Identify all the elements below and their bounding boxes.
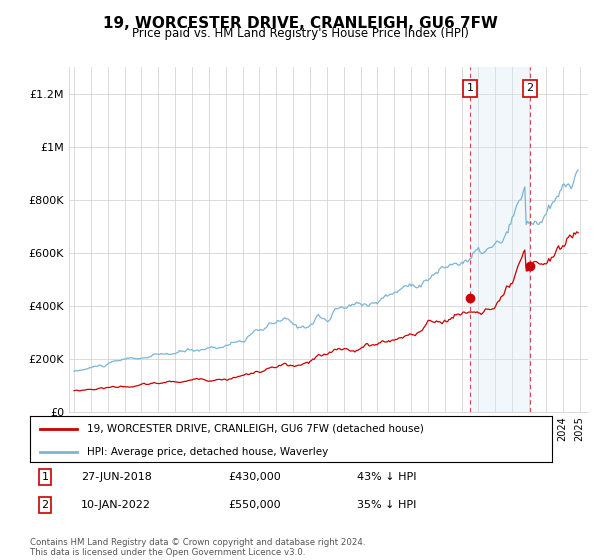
Bar bbox=[530, 67, 588, 412]
Text: 19, WORCESTER DRIVE, CRANLEIGH, GU6 7FW (detached house): 19, WORCESTER DRIVE, CRANLEIGH, GU6 7FW … bbox=[88, 423, 424, 433]
Text: 10-JAN-2022: 10-JAN-2022 bbox=[81, 500, 151, 510]
Text: 2: 2 bbox=[41, 500, 49, 510]
Text: HPI: Average price, detached house, Waverley: HPI: Average price, detached house, Wave… bbox=[88, 447, 329, 457]
Text: £550,000: £550,000 bbox=[228, 500, 281, 510]
Text: 1: 1 bbox=[467, 83, 473, 94]
Text: 27-JUN-2018: 27-JUN-2018 bbox=[81, 472, 152, 482]
Text: Price paid vs. HM Land Registry's House Price Index (HPI): Price paid vs. HM Land Registry's House … bbox=[131, 27, 469, 40]
Text: 35% ↓ HPI: 35% ↓ HPI bbox=[357, 500, 416, 510]
Text: 2: 2 bbox=[526, 83, 533, 94]
Text: 43% ↓ HPI: 43% ↓ HPI bbox=[357, 472, 416, 482]
Text: Contains HM Land Registry data © Crown copyright and database right 2024.
This d: Contains HM Land Registry data © Crown c… bbox=[30, 538, 365, 557]
Text: 19, WORCESTER DRIVE, CRANLEIGH, GU6 7FW: 19, WORCESTER DRIVE, CRANLEIGH, GU6 7FW bbox=[103, 16, 497, 31]
Text: 1: 1 bbox=[41, 472, 49, 482]
Text: £430,000: £430,000 bbox=[228, 472, 281, 482]
Bar bbox=[470, 67, 530, 412]
